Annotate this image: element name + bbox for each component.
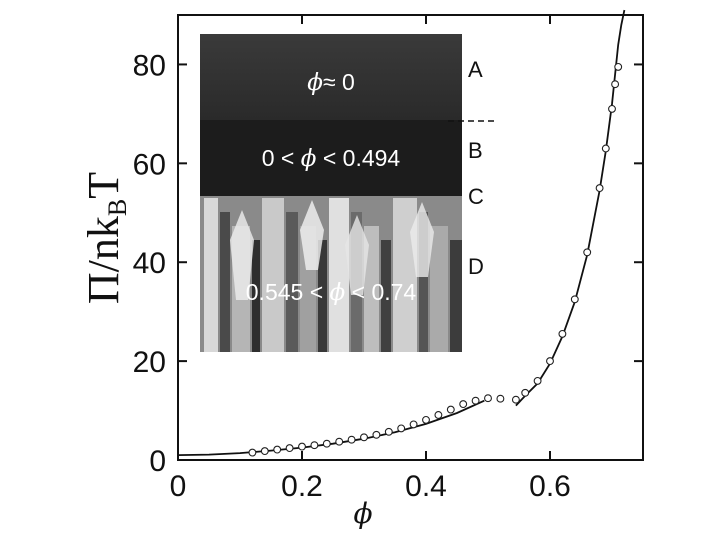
data-point: [434, 411, 443, 419]
x-axis-title: ϕ: [353, 497, 372, 530]
crystal-grain: [393, 198, 417, 352]
crystal-grain: [220, 212, 230, 352]
crystal-grain: [286, 212, 298, 352]
data-point: [601, 144, 610, 153]
x-tick-label: 0: [170, 470, 187, 503]
zone-letter-a: A: [468, 57, 483, 82]
crystal-grain-highlight: [300, 200, 324, 270]
y-axis-ticks: 0 20 40 60 80: [133, 49, 643, 478]
inset-label-b: 0 < ϕ < 0.494: [262, 145, 401, 172]
inset-photo: [200, 34, 462, 352]
zone-letter-c: C: [468, 184, 484, 209]
x-tick-label: 0.4: [405, 470, 447, 503]
data-point: [546, 357, 554, 366]
data-point: [558, 329, 567, 338]
crystal-grain: [364, 226, 379, 352]
data-point: [260, 447, 269, 456]
data-point: [298, 442, 306, 451]
inset-zone-a: [200, 34, 462, 120]
plot-frame: [177, 14, 644, 461]
data-point: [583, 248, 592, 257]
inset-zone-b: [200, 120, 462, 196]
crystal-grain: [329, 198, 349, 352]
inset-label-d: 0.545 < ϕ < 0.74: [246, 279, 417, 306]
data-point: [322, 439, 331, 448]
data-point: [397, 424, 406, 433]
crystal-grain-highlight: [230, 210, 254, 300]
data-point: [611, 80, 620, 89]
y-tick-label: 0: [149, 445, 166, 478]
crystal-grain: [430, 226, 448, 352]
data-point: [608, 104, 616, 113]
crystal-grain: [204, 198, 218, 352]
y-tick-label: 60: [133, 148, 166, 181]
x-tick-label: 0.2: [281, 470, 323, 503]
crystal-grain: [318, 240, 327, 352]
fit-curve-solid: [515, 9, 626, 407]
data-point: [496, 394, 505, 403]
data-point: [384, 427, 393, 436]
inset-crystal-texture: [204, 198, 462, 352]
data-point: [372, 430, 381, 439]
fit-curve-fluid: [177, 399, 485, 456]
x-axis-ticks: 0 0.2 0.4 0.6: [170, 15, 571, 503]
crystal-grain: [450, 240, 462, 352]
data-point: [273, 445, 282, 454]
y-tick-label: 80: [133, 49, 166, 82]
data-point: [335, 437, 344, 446]
crystal-grain: [252, 240, 260, 352]
y-tick-label: 20: [133, 346, 166, 379]
data-points: [248, 62, 623, 457]
crystal-grain: [419, 212, 428, 352]
data-point: [533, 376, 542, 385]
data-point: [347, 435, 356, 444]
data-point: [446, 405, 455, 414]
data-point: [570, 295, 579, 304]
data-point: [484, 394, 492, 403]
data-point: [614, 62, 623, 71]
data-point: [422, 415, 430, 424]
data-point: [360, 433, 368, 442]
data-point: [248, 448, 257, 457]
zone-letter-b: B: [468, 138, 483, 163]
data-point: [285, 444, 294, 453]
inset-label-a: ϕ≈ 0: [307, 69, 355, 96]
y-axis-title: Π/nkBT: [79, 172, 132, 304]
crystal-grain: [262, 198, 284, 352]
data-point: [471, 396, 480, 405]
data-point: [595, 184, 604, 193]
data-point: [459, 400, 468, 409]
crystal-grain-highlight: [410, 202, 434, 277]
x-tick-label: 0.6: [529, 470, 571, 503]
data-point: [409, 420, 418, 429]
data-point: [521, 388, 530, 397]
data-point: [511, 395, 520, 404]
crystal-grain-highlight: [345, 215, 369, 295]
y-tick-label: 40: [133, 247, 166, 280]
crystal-grain: [381, 240, 391, 352]
zone-letter-d: D: [468, 254, 484, 279]
data-point: [310, 441, 319, 450]
